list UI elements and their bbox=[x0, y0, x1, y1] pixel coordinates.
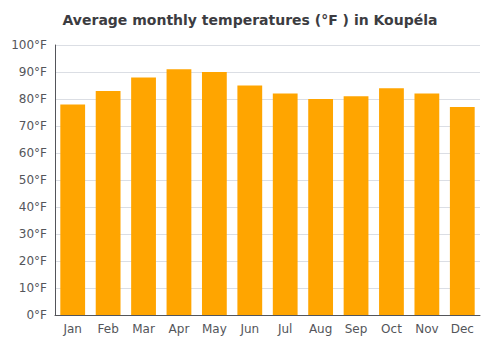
svg-text:100°F: 100°F bbox=[11, 38, 47, 52]
svg-text:0°F: 0°F bbox=[26, 308, 47, 322]
svg-text:90°F: 90°F bbox=[19, 65, 47, 79]
svg-text:Jul: Jul bbox=[277, 322, 292, 336]
svg-text:Sep: Sep bbox=[345, 322, 368, 336]
svg-text:40°F: 40°F bbox=[19, 200, 47, 214]
svg-text:60°F: 60°F bbox=[19, 146, 47, 160]
svg-text:Jun: Jun bbox=[239, 322, 259, 336]
svg-text:Mar: Mar bbox=[132, 322, 155, 336]
svg-text:Jan: Jan bbox=[62, 322, 82, 336]
svg-text:70°F: 70°F bbox=[19, 119, 47, 133]
svg-text:50°F: 50°F bbox=[19, 173, 47, 187]
svg-text:10°F: 10°F bbox=[19, 281, 47, 295]
svg-text:Apr: Apr bbox=[169, 322, 190, 336]
svg-text:Average monthly temperatures (: Average monthly temperatures (°F ) in Ko… bbox=[63, 12, 438, 28]
svg-text:Nov: Nov bbox=[415, 322, 438, 336]
svg-text:80°F: 80°F bbox=[19, 92, 47, 106]
svg-text:Feb: Feb bbox=[98, 322, 119, 336]
svg-text:Oct: Oct bbox=[381, 322, 402, 336]
svg-text:Aug: Aug bbox=[309, 322, 332, 336]
svg-text:30°F: 30°F bbox=[19, 227, 47, 241]
svg-text:20°F: 20°F bbox=[19, 254, 47, 268]
svg-text:May: May bbox=[202, 322, 227, 336]
svg-text:Dec: Dec bbox=[451, 322, 474, 336]
